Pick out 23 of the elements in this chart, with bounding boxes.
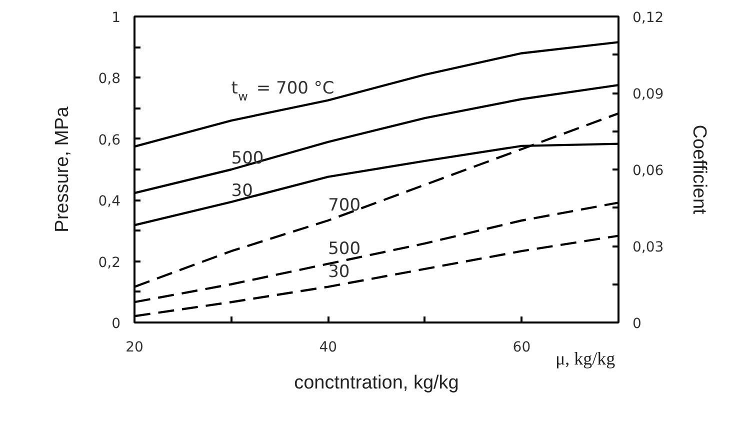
series-label: 500 [328, 238, 361, 259]
y-tick-label: 0 [112, 316, 121, 332]
y2-tick-label: 0,03 [632, 240, 664, 256]
y-tick-label: 0,6 [98, 132, 121, 148]
y2-tick-label: 0,06 [632, 163, 664, 179]
y-tick-label: 0,8 [98, 71, 120, 88]
y2-tick-label: 0,09 [632, 86, 664, 102]
x-tick-label: 40 [319, 340, 338, 356]
y-tick-label: 0,2 [98, 254, 120, 271]
y2-tick-label: 0,12 [632, 10, 664, 26]
x-axis-title: conctntration, kg/kg [294, 372, 459, 394]
y-axis-title: Pressure, MPa [52, 106, 74, 232]
x-tick-label: 60 [512, 340, 531, 356]
series-label: 700 [328, 196, 361, 216]
y2-tick-label: 0 [632, 316, 642, 332]
text: μ, kg/kg [556, 348, 616, 368]
series-label: 500 [231, 148, 264, 168]
x-tick-label: 20 [126, 340, 144, 356]
series-label: 30 [231, 180, 253, 201]
y-tick-label: 0,4 [98, 194, 121, 210]
y-tick-label: 1 [112, 10, 121, 26]
y2-axis-title: Coefficient [688, 124, 710, 215]
series-label: 30 [328, 262, 350, 282]
